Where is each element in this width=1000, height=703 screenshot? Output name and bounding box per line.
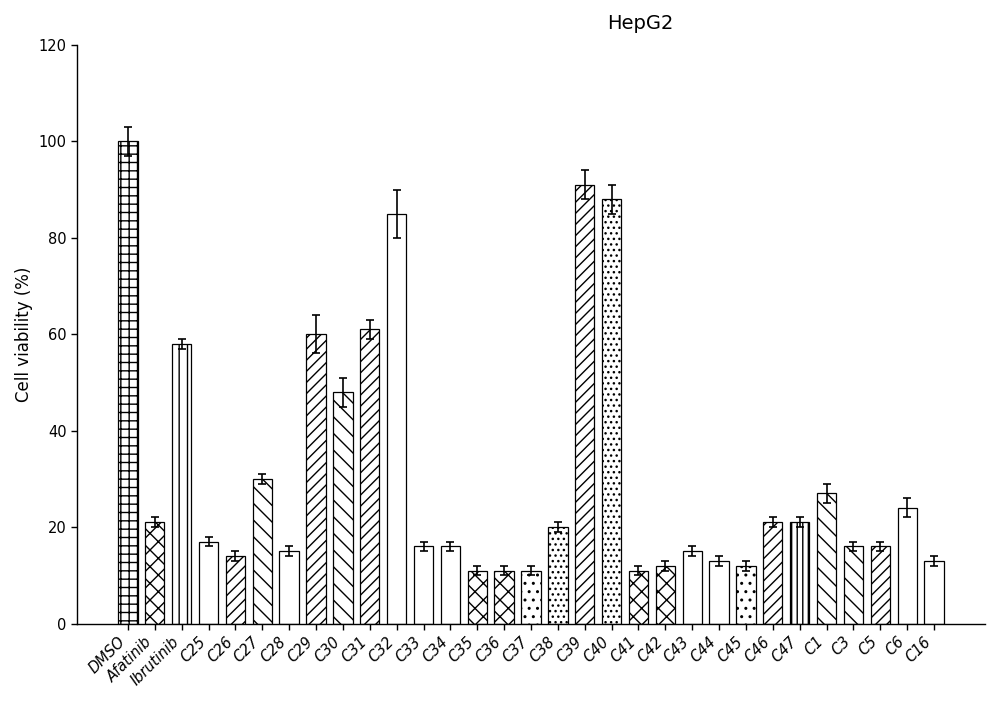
Bar: [199, 541, 218, 624]
Bar: [924, 561, 944, 624]
Bar: [844, 546, 863, 624]
Bar: [441, 546, 460, 624]
Text: HepG2: HepG2: [607, 14, 673, 33]
Bar: [629, 571, 648, 624]
Bar: [683, 551, 702, 624]
Bar: [226, 556, 245, 624]
Bar: [763, 522, 782, 624]
Bar: [414, 546, 433, 624]
Bar: [898, 508, 917, 624]
Bar: [279, 551, 299, 624]
Bar: [871, 546, 890, 624]
Bar: [494, 571, 514, 624]
Bar: [468, 571, 487, 624]
Bar: [736, 566, 756, 624]
Bar: [360, 330, 379, 624]
Bar: [145, 522, 164, 624]
Bar: [521, 571, 541, 624]
Bar: [387, 214, 406, 624]
Bar: [602, 199, 621, 624]
Bar: [306, 334, 326, 624]
Bar: [656, 566, 675, 624]
Bar: [817, 494, 836, 624]
Bar: [790, 522, 809, 624]
Bar: [253, 479, 272, 624]
Bar: [548, 527, 568, 624]
Bar: [575, 185, 594, 624]
Bar: [172, 344, 191, 624]
Bar: [118, 141, 138, 624]
Bar: [709, 561, 729, 624]
Y-axis label: Cell viability (%): Cell viability (%): [15, 266, 33, 402]
Bar: [333, 392, 353, 624]
